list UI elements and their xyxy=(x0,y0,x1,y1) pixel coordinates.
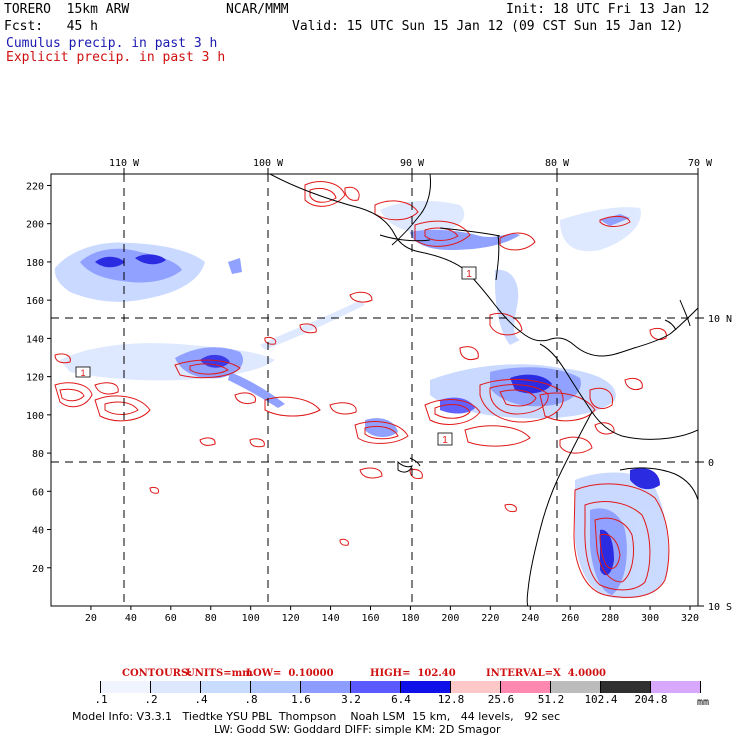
colorbar-label: 6.4 xyxy=(391,693,411,706)
colorbar-label: 25.6 xyxy=(487,693,515,706)
valid-time: Valid: 15 UTC Sun 15 Jan 12 (09 CST Sun … xyxy=(292,19,684,34)
y-tick-label: 120 xyxy=(26,373,44,384)
contours-high: HIGH= 102.40 xyxy=(370,668,456,679)
colorbar-cell xyxy=(651,681,701,693)
lat-label-10n: 10 N xyxy=(708,314,732,325)
colorbar-cell xyxy=(501,681,551,693)
colorbar-label: .8 xyxy=(244,693,258,706)
colorbar-cell xyxy=(51,681,101,693)
colorbar-cell xyxy=(551,681,601,693)
colorbar-cell xyxy=(401,681,451,693)
colorbar-label: .2 xyxy=(144,693,158,706)
lon-label-80w: 80 W xyxy=(545,158,570,169)
explicit-precip-contours xyxy=(54,181,670,598)
x-tick-label: 300 xyxy=(641,613,659,624)
x-tick-label: 20 xyxy=(85,613,97,624)
x-tick-label: 260 xyxy=(561,613,579,624)
x-tick-label: 240 xyxy=(521,613,539,624)
x-tick-label: 40 xyxy=(125,613,137,624)
map-label-1: 1 xyxy=(80,368,85,378)
x-tick-label: 160 xyxy=(361,613,379,624)
x-tick-label: 60 xyxy=(165,613,177,624)
model-info-line1: Model Info: V3.3.1 Tiedtke YSU PBL Thomp… xyxy=(72,710,561,723)
x-tick-label: 120 xyxy=(282,613,300,624)
lon-label-100w: 100 W xyxy=(253,158,284,169)
y-tick-label: 140 xyxy=(26,334,44,345)
contours-low: LOW= 0.10000 xyxy=(246,668,334,679)
map-label-3: 1 xyxy=(442,435,448,446)
colorbar-cell xyxy=(351,681,401,693)
x-grid-ticks: 20 40 60 80 100 120 140 160 180 200 220 240 260 280 30… xyxy=(85,606,699,624)
map-label-boxes: 1 1 1 xyxy=(75,266,477,446)
y-grid-ticks: 20 40 60 80 100 120 140 160 180 200 220 xyxy=(26,181,51,575)
colorbar-cell xyxy=(101,681,151,693)
colorbar-cell xyxy=(151,681,201,693)
colorbar-units: mm xyxy=(697,697,710,708)
x-tick-label: 200 xyxy=(441,613,459,624)
colorbar-label: 12.8 xyxy=(437,693,465,706)
y-tick-label: 160 xyxy=(26,296,44,307)
lat-label-0: 0 xyxy=(708,458,714,469)
colorbar-cell xyxy=(251,681,301,693)
x-tick-label: 80 xyxy=(205,613,217,624)
y-tick-label: 60 xyxy=(32,487,44,498)
colorbar-label: 51.2 xyxy=(537,693,565,706)
colorbar-cell xyxy=(301,681,351,693)
contours-units: UNITS=mm xyxy=(186,668,253,679)
x-tick-label: 220 xyxy=(481,613,499,624)
model-info-line2: LW: Godd SW: Goddard DIFF: simple KM: 2D… xyxy=(214,723,501,736)
x-tick-label: 280 xyxy=(601,613,619,624)
lat-label-10s: 10 S xyxy=(708,602,732,613)
lon-tick-marks xyxy=(123,168,699,174)
colorbar-cell xyxy=(601,681,651,693)
lat-lon-grid xyxy=(51,174,698,606)
init-time: Init: 18 UTC Fri 13 Jan 12 xyxy=(506,2,710,17)
colorbar-label: 3.2 xyxy=(341,693,361,706)
colorbar-label: 1.6 xyxy=(291,693,311,706)
map-label-2: 1 xyxy=(466,269,472,280)
y-tick-label: 180 xyxy=(26,258,44,269)
coastlines xyxy=(269,174,698,606)
map-frame xyxy=(50,173,699,607)
cumulus-precip-shading xyxy=(54,200,669,599)
colorbar-label: 102.4 xyxy=(584,693,618,706)
forecast-hour: Fcst: 45 h xyxy=(4,19,98,34)
x-tick-label: 140 xyxy=(322,613,340,624)
field2-label: Explicit precip. in past 3 h xyxy=(6,50,226,65)
contours-label: CONTOURS: xyxy=(122,668,192,679)
y-tick-label: 40 xyxy=(32,526,44,537)
lon-label-70w: 70 W xyxy=(688,158,713,169)
colorbar-label: 204.8 xyxy=(634,693,668,706)
colorbar xyxy=(51,681,701,693)
contours-interval: INTERVAL=X 4.0000 xyxy=(486,668,606,679)
model-title: TORERO 15km ARW xyxy=(4,2,130,17)
y-tick-label: 200 xyxy=(26,220,44,231)
y-tick-label: 100 xyxy=(26,411,44,422)
colorbar-cell xyxy=(201,681,251,693)
y-tick-label: 220 xyxy=(26,181,44,192)
x-tick-label: 180 xyxy=(401,613,419,624)
center-label: NCAR/MMM xyxy=(226,2,289,17)
field1-label: Cumulus precip. in past 3 h xyxy=(6,36,218,51)
x-tick-label: 100 xyxy=(242,613,260,624)
y-tick-label: 80 xyxy=(32,449,44,460)
colorbar-label: .1 xyxy=(94,693,108,706)
x-tick-label: 320 xyxy=(681,613,699,624)
colorbar-cell xyxy=(451,681,501,693)
y-tick-label: 20 xyxy=(32,564,44,575)
lon-label-90w: 90 W xyxy=(400,158,425,169)
colorbar-label: .4 xyxy=(194,693,208,706)
lon-label-110w: 110 W xyxy=(109,158,140,169)
